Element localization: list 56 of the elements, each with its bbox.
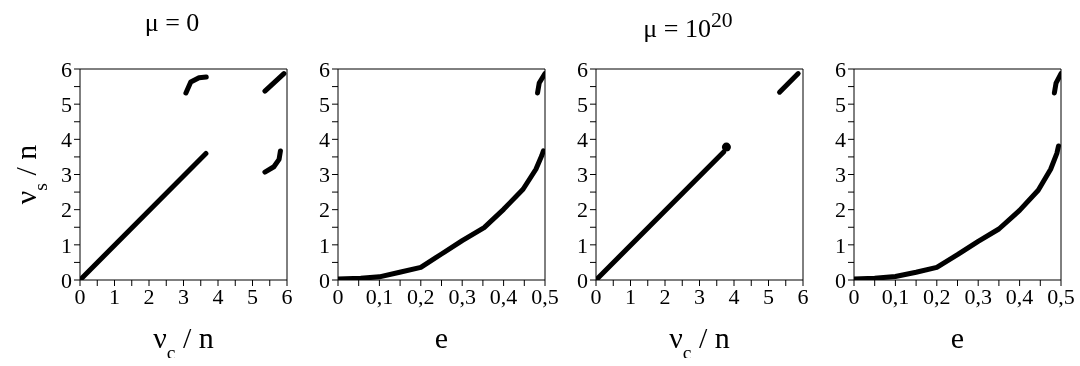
x-axis-title: ν$_{c}$ / n [669,321,730,363]
y-tick-label: 1 [61,232,72,258]
y-tick-label: 0 [577,267,588,293]
x-axis-title: e [950,321,965,354]
x-tick-label: 4 [212,283,224,309]
x-tick-label: 1 [625,283,636,309]
x-tick-label: 2 [143,283,155,309]
y-tick-label: 4 [577,127,588,153]
x-tick-label: 0,5 [1047,283,1075,309]
y-tick-label: 4 [61,127,72,153]
x-tick-label: 2 [659,283,671,309]
x-tick-label: 0,3 [964,283,992,309]
x-tick-label: 0,1 [881,283,910,309]
y-tick-label: 2 [577,197,588,223]
x-tick-label: 0,2 [923,283,951,309]
x-tick-label: 5 [247,283,258,309]
x-tick-label: 0,2 [407,283,435,309]
y-tick-label: 6 [835,56,846,82]
y-tick-label: 3 [319,162,330,188]
y-tick-label: 2 [61,197,72,223]
y-tick-label: 0 [319,267,330,293]
y-tick-label: 5 [577,91,588,117]
y-tick-label: 4 [319,127,330,153]
x-tick-label: 4 [728,283,740,309]
x-axis-title: e [434,321,449,354]
chart-title: μ = 10$^{20}$ [642,8,734,45]
y-tick-label: 5 [319,91,330,117]
x-tick-label: 5 [763,283,774,309]
x-tick-label: 6 [281,283,293,309]
y-tick-label: 2 [835,197,846,223]
chart-title: μ = 0 [143,8,201,39]
y-tick-label: 6 [319,56,330,82]
x-tick-label: 6 [797,283,809,309]
y-tick-label: 6 [577,56,588,82]
x-tick-label: 0,4 [1005,283,1034,309]
y-tick-label: 6 [61,56,72,82]
x-tick-label: 0,1 [365,283,394,309]
x-tick-label: 0,3 [448,283,476,309]
y-tick-label: 0 [61,267,72,293]
y-tick-label: 3 [835,162,846,188]
y-tick-label: 0 [835,267,846,293]
y-tick-label: 5 [61,91,72,117]
y-tick-label: 1 [835,232,846,258]
y-tick-label: 4 [835,127,846,153]
y-tick-label: 3 [61,162,72,188]
y-tick-label: 2 [319,197,330,223]
x-tick-label: 3 [694,283,705,309]
y-tick-label: 1 [577,232,588,258]
x-tick-label: 0,5 [531,283,559,309]
x-tick-label: 0,4 [489,283,518,309]
y-tick-label: 3 [577,162,588,188]
x-tick-label: 3 [178,283,189,309]
x-tick-label: 1 [109,283,120,309]
y-tick-label: 1 [319,232,330,258]
y-tick-label: 5 [835,91,846,117]
x-axis-title: ν$_{c}$ / n [153,321,214,363]
